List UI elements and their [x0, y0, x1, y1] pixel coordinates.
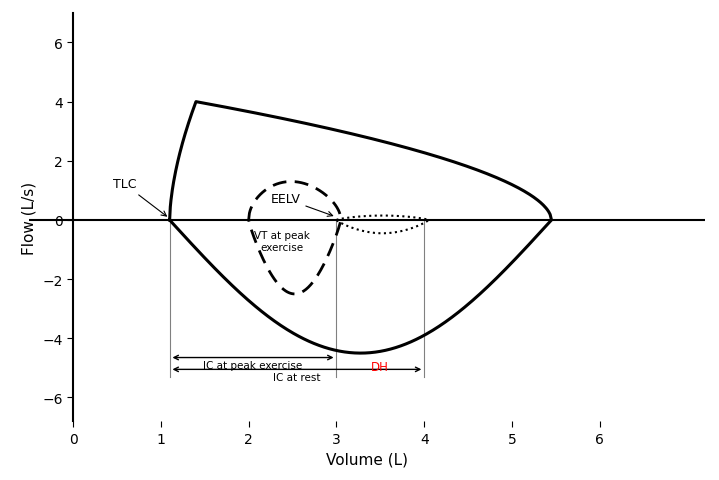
Text: TLC: TLC — [113, 178, 166, 216]
Text: DH: DH — [372, 361, 389, 374]
Text: VT at peak
exercise: VT at peak exercise — [254, 231, 310, 252]
X-axis label: Volume (L): Volume (L) — [326, 451, 408, 466]
Text: IC at rest: IC at rest — [273, 372, 321, 383]
Text: IC at peak exercise: IC at peak exercise — [203, 361, 303, 371]
Y-axis label: Flow (L/s): Flow (L/s) — [22, 181, 37, 254]
Text: EELV: EELV — [270, 193, 333, 217]
